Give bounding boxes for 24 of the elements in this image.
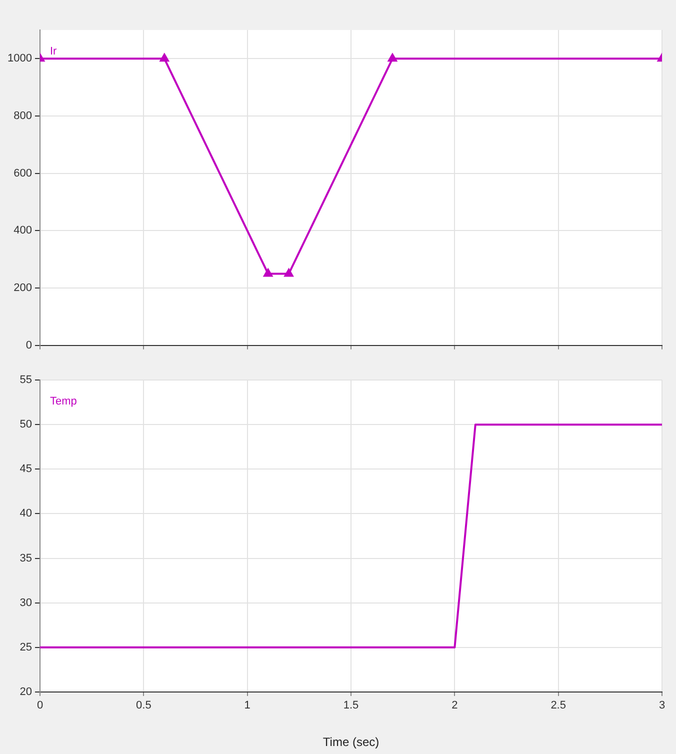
x-tick-label: 1.5: [343, 700, 359, 712]
series-label: Ir: [50, 46, 58, 58]
x-tick-label: 2.5: [550, 700, 566, 712]
y-tick-label: 35: [20, 552, 32, 564]
y-tick-label: 20: [20, 686, 32, 698]
y-tick-label: 30: [20, 596, 32, 609]
x-tick-label: 3: [658, 700, 666, 712]
x-axis-title: Time (sec): [322, 735, 380, 750]
y-tick-label: 50: [20, 418, 32, 431]
y-tick-label: 45: [20, 463, 32, 476]
y-tick-label: 1000: [8, 52, 32, 65]
y-tick-label: 200: [14, 282, 32, 294]
y-tick-label: 400: [14, 224, 32, 237]
x-tick-label: 2: [452, 700, 458, 712]
x-tick-label: 1: [244, 700, 250, 712]
y-tick-label: 40: [20, 508, 32, 520]
y-tick-label: 25: [20, 641, 32, 654]
y-tick-label: 800: [14, 110, 32, 122]
y-tick-label: 600: [14, 167, 32, 180]
x-tick-label: 0.5: [136, 700, 152, 712]
x-tick-label: 0: [36, 700, 44, 712]
text: Temp: [50, 396, 77, 408]
y-tick-label: 0: [26, 339, 32, 352]
y-tick-label: 55: [20, 374, 32, 386]
